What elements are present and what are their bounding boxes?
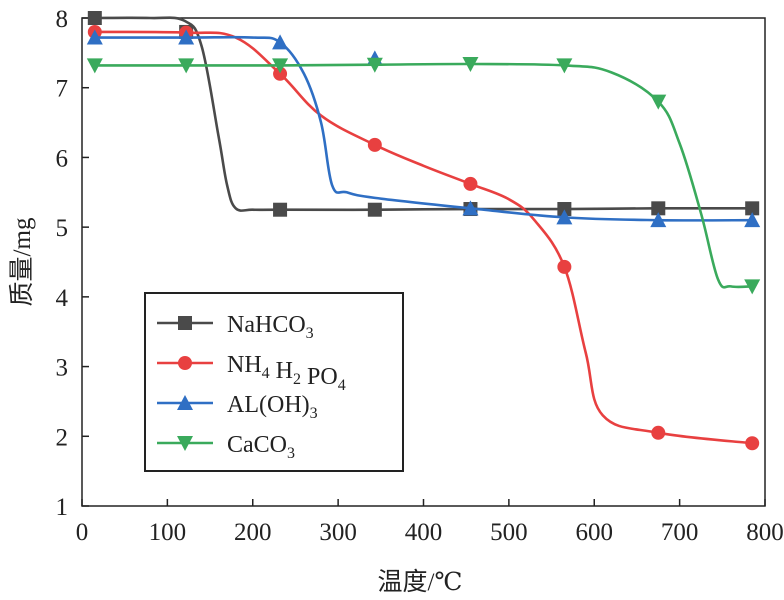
data-point [463,176,478,191]
x-axis-label: 温度/℃ [378,568,463,596]
legend-item: NaHCO3 [157,312,314,342]
legend-item: CaCO3 [157,432,295,462]
legend-item: NH4 H2 PO4 [157,352,346,394]
legend-label: CaCO3 [227,432,295,462]
series-3 [86,57,761,295]
legend-item: AL(OH)3 [157,392,318,422]
y-tick-label: 7 [56,76,69,103]
y-tick-label: 2 [56,424,69,451]
x-tick-label: 700 [661,519,699,546]
legend-label: AL(OH)3 [227,392,318,422]
y-axis-ticks: 1 2 3 4 5 6 7 8 [56,6,89,521]
data-point [367,137,382,152]
x-tick-label: 0 [76,519,89,546]
data-point [650,212,667,228]
data-point [744,212,761,228]
y-tick-label: 6 [56,145,69,172]
y-tick-label: 5 [56,215,69,242]
x-tick-label: 400 [405,519,443,546]
legend-label: NH4 H2 PO4 [227,352,346,394]
data-point [745,201,760,216]
y-axis-label: 质量/mg [8,217,36,306]
series-line [94,35,753,222]
legend-marker [177,395,193,410]
data-point [557,259,572,274]
y-tick-label: 4 [56,285,69,312]
series-line [94,62,753,289]
data-point [556,58,573,74]
data-point [462,57,479,73]
legend-marker [178,356,192,370]
legend-marker [178,316,192,330]
legend-label: NaHCO3 [227,312,314,342]
data-point [272,58,289,74]
data-point [178,58,195,74]
y-tick-label: 1 [56,494,69,521]
data-point [86,29,103,45]
data-point [650,94,667,110]
data-point [367,202,382,217]
data-point [557,202,572,217]
data-point [86,58,103,74]
x-tick-label: 800 [746,519,784,546]
x-tick-label: 100 [149,519,187,546]
data-point [745,436,760,451]
data-point [178,29,195,45]
data-point [462,200,479,216]
x-axis-ticks: 0 100 200 300 400 500 600 700 800 [76,499,784,546]
x-tick-label: 200 [234,519,272,546]
data-point [273,66,288,81]
legend-marker [177,436,193,451]
x-tick-label: 500 [490,519,528,546]
data-point [87,11,102,25]
data-point [651,201,666,216]
series-line [94,16,753,212]
data-point [744,279,761,295]
x-tick-label: 600 [576,519,614,546]
y-tick-label: 3 [56,355,69,382]
data-point [556,209,573,225]
data-point [272,34,289,50]
data-point [651,425,666,440]
x-tick-label: 300 [319,519,357,546]
data-point [366,57,383,73]
y-tick-label: 8 [56,6,69,33]
data-point [273,202,288,217]
series-layer [86,11,761,451]
